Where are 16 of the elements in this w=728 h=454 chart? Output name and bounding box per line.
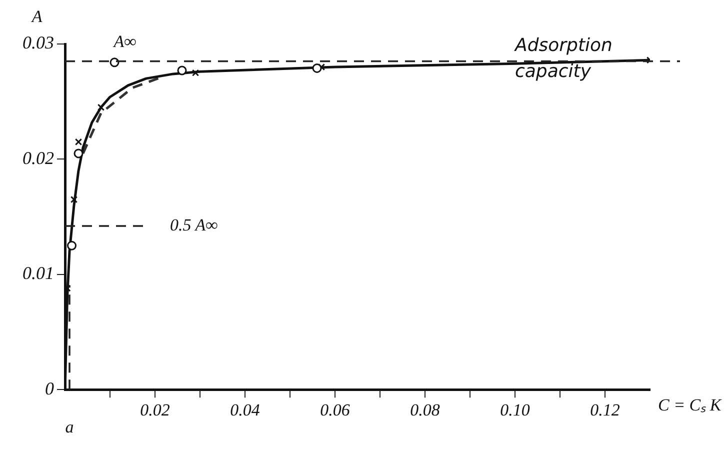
ref-line-label: 0.5 A∞ xyxy=(170,215,218,234)
y-tick-label: 0 xyxy=(45,378,54,398)
x-tick-label: 0.10 xyxy=(500,400,530,420)
ref-line-label: A∞ xyxy=(112,32,136,52)
x-tick-label: 0.04 xyxy=(230,400,260,420)
x-tick-label: 0.08 xyxy=(410,400,440,420)
annotation: Adsorption capacity xyxy=(514,34,612,82)
x-axis-title: C = Cₛ K xyxy=(658,396,723,415)
y-tick-label: 0.01 xyxy=(22,263,54,284)
x-tick-label: 0.06 xyxy=(320,400,350,420)
y-tick-label: 0.02 xyxy=(22,148,54,168)
x-tick-label: 0.02 xyxy=(140,400,170,420)
x-tick-label: 0.12 xyxy=(590,400,620,420)
ref-line-label: a xyxy=(65,418,74,437)
y-tick-label: 0.03 xyxy=(22,32,54,53)
y-axis-title: A xyxy=(30,6,43,26)
